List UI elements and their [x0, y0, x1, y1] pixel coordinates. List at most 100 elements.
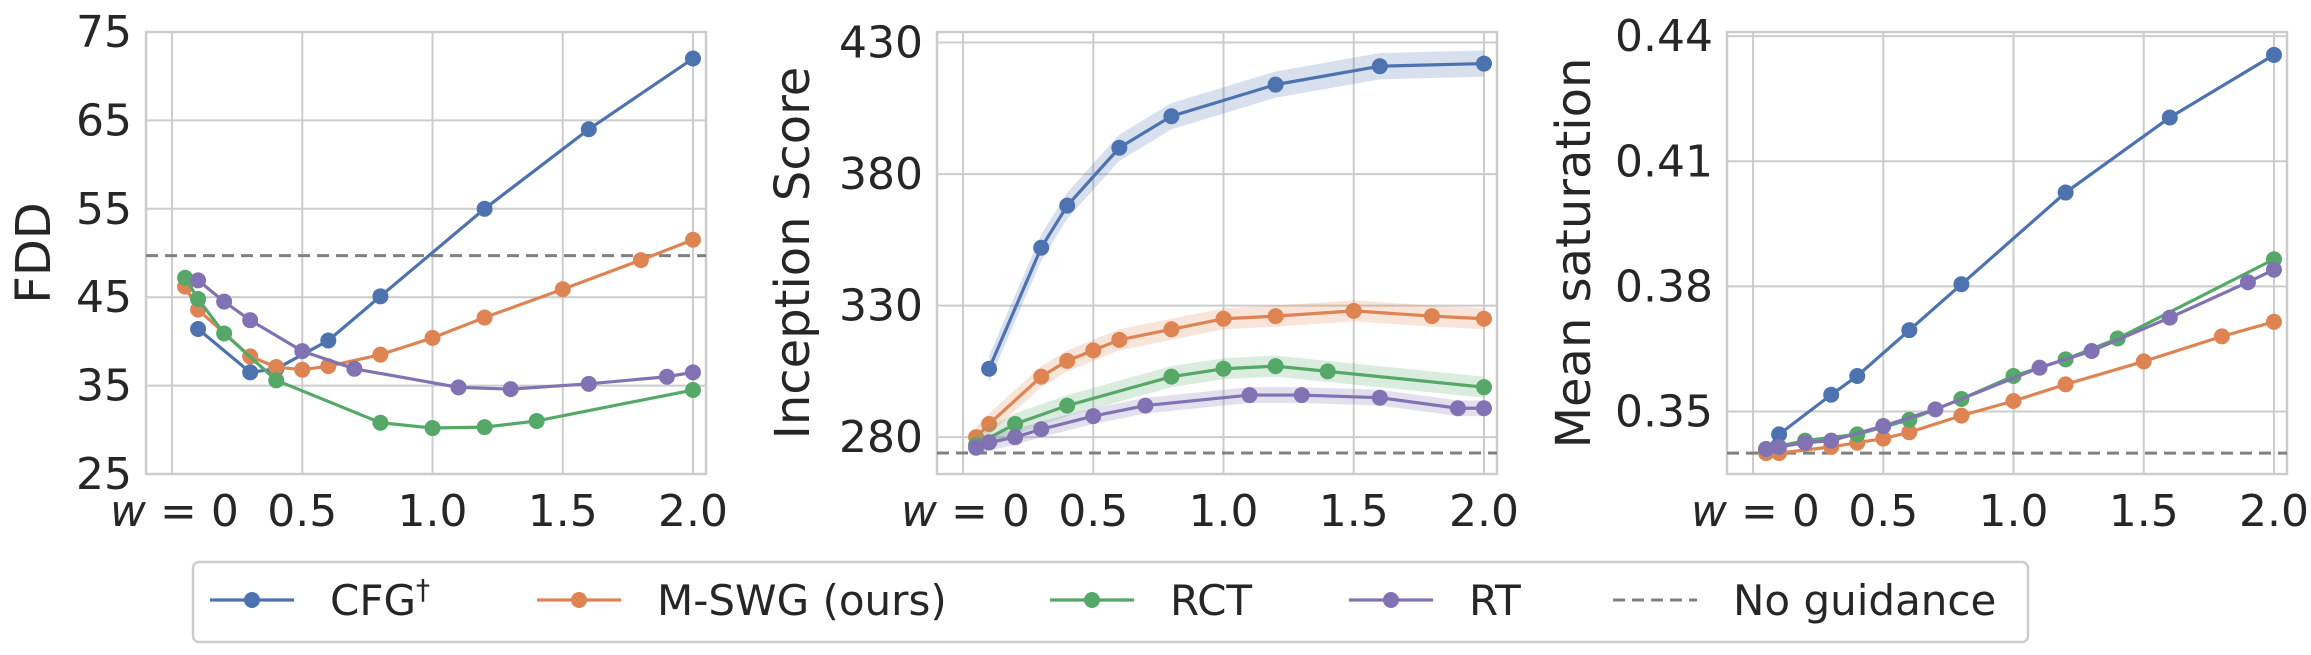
series-line-m-swg — [1766, 320, 2275, 455]
y-tick-label: 0.44 — [1615, 11, 1713, 62]
y-tick-label: 25 — [76, 449, 132, 500]
x-tick-label: w = 0 — [901, 486, 1030, 537]
x-tick-label: w = 0 — [110, 486, 239, 537]
data-point-cfg — [1823, 386, 1840, 403]
data-point-rt — [968, 439, 985, 456]
data-point-cfg — [1849, 368, 1866, 385]
series-line-rt — [197, 279, 694, 391]
data-point-rt — [1758, 440, 1775, 457]
data-point-m-swg — [268, 359, 285, 376]
data-point-rct — [1215, 360, 1232, 377]
series-band-rct — [976, 355, 1484, 456]
data-point-rt — [1137, 397, 1154, 414]
y-tick-label: 0.35 — [1615, 386, 1713, 437]
data-point-rt — [502, 381, 519, 398]
legend-marker-cfg — [244, 592, 260, 608]
data-point-rct — [268, 372, 285, 389]
data-point-m-swg — [476, 309, 493, 326]
x-tick-label: 0.5 — [1058, 486, 1128, 537]
data-point-rt — [1033, 421, 1050, 438]
y-tick-label: 0.38 — [1615, 261, 1713, 312]
series-line-cfg — [197, 57, 694, 375]
data-point-rct — [476, 419, 493, 436]
data-point-rt — [1475, 400, 1492, 417]
series-line-m-swg — [974, 309, 1485, 439]
data-point-rct — [1319, 363, 1336, 380]
data-point-cfg — [2265, 46, 2282, 63]
plot-frame — [1725, 30, 2289, 476]
legend-label-rct: RCT — [1170, 576, 1252, 625]
series-line-m-swg — [183, 238, 694, 372]
data-point-rt — [216, 293, 233, 310]
data-point-rt — [1085, 408, 1102, 425]
legend-label-rt: RT — [1469, 576, 1521, 625]
x-tick-label: 2.0 — [2239, 486, 2309, 537]
data-point-m-swg — [372, 346, 389, 363]
data-point-rt — [346, 360, 363, 377]
data-point-rt — [294, 343, 311, 360]
data-point-m-swg — [2265, 313, 2282, 330]
data-point-cfg — [1475, 55, 1492, 72]
data-point-rt — [2161, 309, 2178, 326]
series-band-m-swg — [976, 300, 1484, 448]
data-point-rt — [1293, 387, 1310, 404]
data-point-cfg — [1267, 76, 1284, 93]
data-point-rt — [450, 379, 467, 396]
y-tick-label: 45 — [76, 272, 132, 323]
x-tick-label: 1.5 — [528, 486, 598, 537]
data-point-m-swg — [1033, 368, 1050, 385]
data-point-rt — [1449, 400, 1466, 417]
panel-fdd: 25 35 45 55 65 75 w = 0 0.5 1.0 1.5 2.0 FDD — [6, 7, 728, 537]
x-tick-label: 1.0 — [1189, 486, 1259, 537]
x-tick-label: 1.0 — [1979, 486, 2049, 537]
data-point-rct — [1267, 358, 1284, 375]
series-line-cfg — [1764, 53, 2275, 453]
data-point-cfg — [1953, 276, 1970, 293]
data-point-rct — [177, 269, 194, 286]
data-point-cfg — [2161, 109, 2178, 126]
data-point-rt — [1371, 389, 1388, 406]
data-point-rt — [190, 272, 207, 289]
data-point-rt — [1771, 438, 1788, 455]
data-point-m-swg — [1901, 424, 1918, 441]
series-band-rt — [976, 387, 1484, 456]
x-tick-label: 1.5 — [1319, 486, 1389, 537]
y-tick-label: 280 — [839, 412, 923, 463]
panel-inception-score: 280 330 380 430 w = 0 0.5 1.0 1.5 2.0 Inception S… — [765, 18, 1519, 537]
data-point-rct — [190, 290, 207, 307]
data-point-cfg — [372, 288, 389, 305]
y-tick-label: 35 — [76, 361, 132, 412]
series-line-rct — [975, 364, 1485, 447]
data-point-rct — [528, 412, 545, 429]
y-axis-label: Mean saturation — [1546, 58, 1602, 449]
data-point-rct — [684, 382, 701, 399]
y-tick-label: 380 — [839, 149, 923, 200]
data-point-cfg — [684, 50, 701, 67]
data-point-m-swg — [981, 416, 998, 433]
data-point-m-swg — [294, 361, 311, 378]
data-point-cfg — [580, 121, 597, 138]
x-tick-label: 2.0 — [1449, 486, 1519, 537]
legend-marker-m-swg — [571, 592, 587, 608]
data-point-rct — [372, 414, 389, 431]
data-point-rt — [1797, 434, 1814, 451]
y-tick-label: 330 — [839, 281, 923, 332]
data-point-cfg — [1371, 58, 1388, 75]
data-point-cfg — [1111, 139, 1128, 156]
data-point-rt — [1927, 401, 1944, 418]
y-tick-label: 430 — [839, 18, 923, 69]
data-point-cfg — [1901, 322, 1918, 339]
y-axis-label: FDD — [6, 202, 62, 304]
data-point-m-swg — [2213, 328, 2230, 345]
data-point-m-swg — [632, 252, 649, 269]
data-point-cfg — [1033, 239, 1050, 256]
x-tick-label: 0.5 — [1848, 486, 1918, 537]
data-point-rt — [1823, 432, 1840, 449]
data-point-rt — [2031, 359, 2048, 376]
legend-marker-rt — [1383, 592, 1399, 608]
data-point-m-swg — [1267, 308, 1284, 325]
y-axis-label: Inception Score — [765, 67, 821, 440]
data-point-cfg — [190, 321, 207, 338]
x-tick-label: 2.0 — [658, 486, 728, 537]
data-point-m-swg — [1163, 321, 1180, 338]
